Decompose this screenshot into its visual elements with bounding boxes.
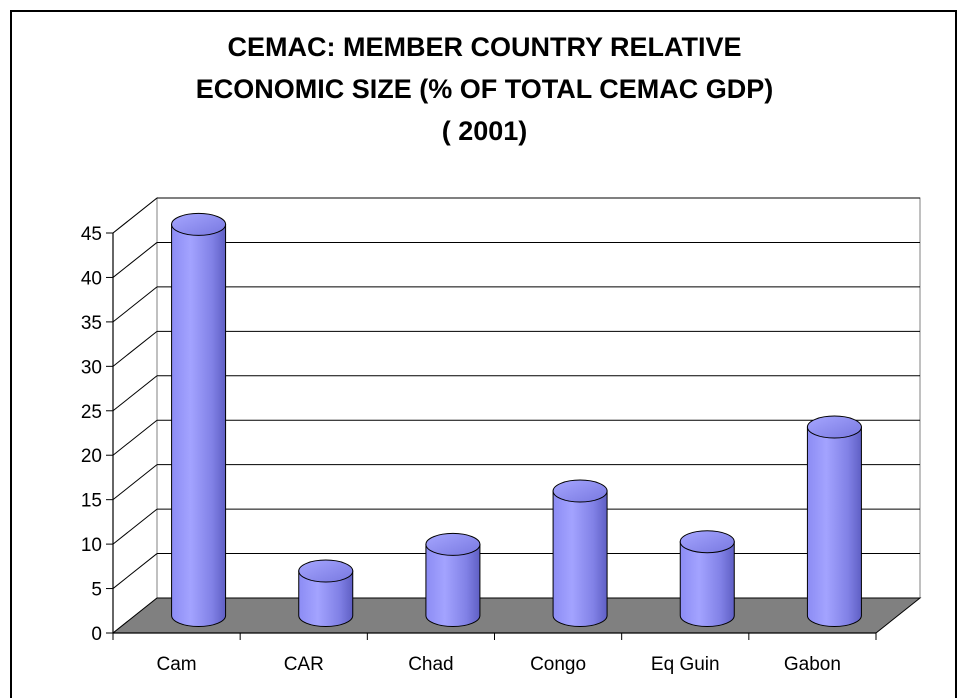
bar (171, 212, 227, 627)
bar-body (298, 570, 354, 627)
gridline-side (112, 508, 158, 545)
y-tick-label: 45 (81, 224, 102, 245)
title-line-3: ( 2001) (441, 116, 528, 146)
grid-lines (112, 197, 920, 589)
gridline-side (112, 197, 158, 234)
bar-body (552, 490, 608, 627)
side-wall (112, 196, 158, 635)
y-tick-label: 30 (81, 357, 102, 378)
x-axis: Cam CAR Chad Congo Eq Guin Gabon (112, 632, 877, 675)
gridline-side (112, 330, 158, 367)
gridline-side (112, 419, 158, 456)
chart-title: CEMAC: MEMBER COUNTRY RELATIVE ECONOMIC … (0, 26, 969, 152)
x-tick-label: CAR (284, 654, 324, 675)
bar-top (425, 532, 481, 556)
bar-top (679, 530, 735, 554)
x-tick-label: Chad (408, 654, 453, 675)
bar-body (171, 223, 227, 627)
x-tick-label: Eq Guin (651, 654, 720, 675)
x-tick-label: Gabon (784, 654, 841, 675)
y-tick-label: 10 (81, 535, 102, 556)
bar-top (806, 415, 862, 439)
back-wall (156, 197, 921, 599)
bar-body (806, 426, 862, 627)
chart-walls (112, 196, 921, 635)
title-line-2: ECONOMIC SIZE (% OF TOTAL CEMAC GDP) (195, 74, 774, 104)
bar (679, 530, 735, 627)
bars (171, 212, 862, 627)
gridline-side (112, 464, 158, 501)
title-line-1: CEMAC: MEMBER COUNTRY RELATIVE (227, 32, 742, 62)
bar (298, 559, 354, 627)
y-tick-label: 25 (81, 402, 102, 423)
bar (425, 532, 481, 627)
y-tick-label: 0 (91, 624, 102, 645)
y-tick-label: 5 (91, 580, 102, 601)
y-tick-label: 15 (81, 491, 102, 512)
bar-body (679, 541, 735, 627)
y-tick-label: 35 (81, 313, 102, 334)
chart-frame (10, 10, 957, 698)
bar-top (298, 559, 354, 583)
bar-top (171, 212, 227, 236)
y-tick-label: 40 (81, 268, 102, 289)
gridline-side (112, 242, 158, 278)
bar-top (552, 479, 608, 503)
bar-body (425, 543, 481, 627)
x-tick-label: Congo (530, 654, 586, 675)
gridline-side (112, 553, 158, 589)
bar (552, 479, 608, 627)
bar (806, 415, 862, 627)
y-axis: 0 5 10 15 20 25 30 35 40 45 (81, 224, 114, 645)
gridline-side (112, 286, 158, 323)
chart-floor (111, 597, 922, 634)
floor-plane (111, 597, 922, 634)
gridline-side (112, 375, 158, 412)
y-tick-label: 20 (81, 446, 102, 467)
x-tick-label: Cam (157, 654, 197, 675)
